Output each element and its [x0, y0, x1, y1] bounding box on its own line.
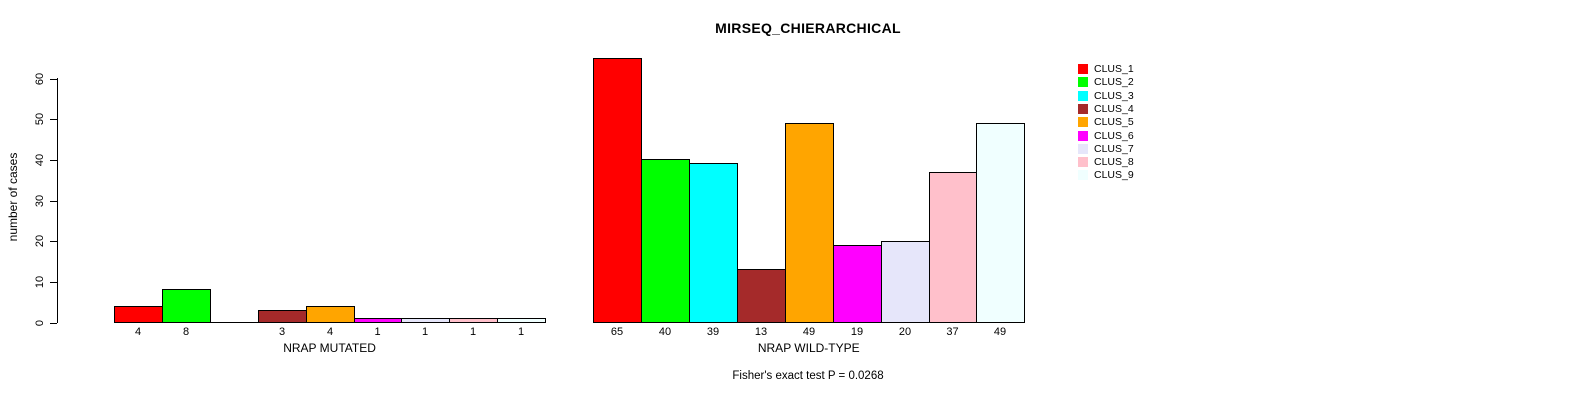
legend-label: CLUS_1 — [1094, 63, 1134, 75]
y-tick — [50, 160, 57, 161]
legend-swatch — [1078, 157, 1088, 167]
bar-value-label: 65 — [610, 326, 624, 338]
bar-value-label: 40 — [658, 326, 672, 338]
bar — [833, 245, 882, 323]
bar — [929, 172, 977, 323]
bar — [737, 269, 786, 323]
bar-value-label: 13 — [754, 326, 768, 338]
bar — [162, 289, 211, 323]
bar-value-label: 1 — [374, 326, 381, 338]
y-tick — [50, 282, 57, 283]
legend-label: CLUS_2 — [1094, 76, 1134, 88]
legend-label: CLUS_8 — [1094, 156, 1134, 168]
bar-value-label: 1 — [517, 326, 525, 338]
chart-title: MIRSEQ_CHIERARCHICAL — [715, 20, 901, 36]
bar — [641, 159, 690, 323]
y-tick — [50, 201, 57, 202]
bar — [689, 163, 738, 323]
legend-swatch — [1078, 91, 1088, 101]
bar — [593, 58, 642, 323]
bar-value-label: 4 — [326, 326, 334, 338]
bar — [354, 318, 402, 323]
bar-zero — [210, 322, 259, 323]
legend-label: CLUS_5 — [1094, 116, 1134, 128]
bar — [497, 318, 546, 323]
legend-label: CLUS_9 — [1094, 169, 1134, 181]
annotation-fisher-test: Fisher's exact test P = 0.0268 — [732, 370, 884, 382]
bar — [306, 306, 355, 323]
bar-value-label: 39 — [706, 326, 720, 338]
bar-value-label: 3 — [278, 326, 286, 338]
bar — [114, 306, 163, 323]
legend-swatch — [1078, 144, 1088, 154]
bar-value-label: 8 — [182, 326, 190, 338]
bar-value-label: 4 — [134, 326, 142, 338]
y-tick-label: 20 — [34, 234, 46, 248]
bar-value-label: 1 — [421, 326, 429, 338]
y-tick — [50, 79, 57, 80]
legend-label: CLUS_3 — [1094, 90, 1134, 102]
bar — [401, 318, 450, 323]
legend-swatch — [1078, 64, 1088, 74]
legend-swatch — [1078, 170, 1088, 180]
x-axis-group-label: NRAP MUTATED — [283, 341, 376, 355]
bar — [449, 318, 498, 323]
legend-swatch — [1078, 131, 1088, 141]
legend-swatch — [1078, 77, 1088, 87]
bar-value-label: 1 — [469, 326, 477, 338]
legend-swatch — [1078, 104, 1088, 114]
bar-value-label: 19 — [850, 326, 864, 338]
y-axis-title: number of cases — [6, 152, 20, 242]
y-axis-line — [57, 78, 58, 323]
y-tick — [50, 323, 57, 324]
x-axis-group-label: NRAP WILD-TYPE — [757, 341, 860, 355]
y-tick-label: 30 — [34, 194, 46, 208]
bar — [881, 241, 930, 323]
bar-value-label: 20 — [898, 326, 912, 338]
legend-swatch — [1078, 117, 1088, 127]
y-tick-label: 50 — [34, 112, 46, 126]
y-tick — [50, 119, 57, 120]
bar — [258, 310, 307, 323]
legend-label: CLUS_6 — [1094, 130, 1134, 142]
y-tick-label: 0 — [34, 319, 46, 327]
bar-value-label: 49 — [802, 326, 816, 338]
bar — [785, 123, 834, 323]
y-tick-label: 60 — [34, 72, 46, 86]
bar-value-label: 37 — [946, 326, 959, 338]
legend-label: CLUS_4 — [1094, 103, 1134, 115]
legend-label: CLUS_7 — [1094, 143, 1134, 155]
bar — [976, 123, 1025, 323]
bar-value-label: 49 — [993, 326, 1007, 338]
y-tick-label: 10 — [34, 275, 46, 289]
y-tick — [50, 241, 57, 242]
y-tick-label: 40 — [34, 153, 46, 167]
